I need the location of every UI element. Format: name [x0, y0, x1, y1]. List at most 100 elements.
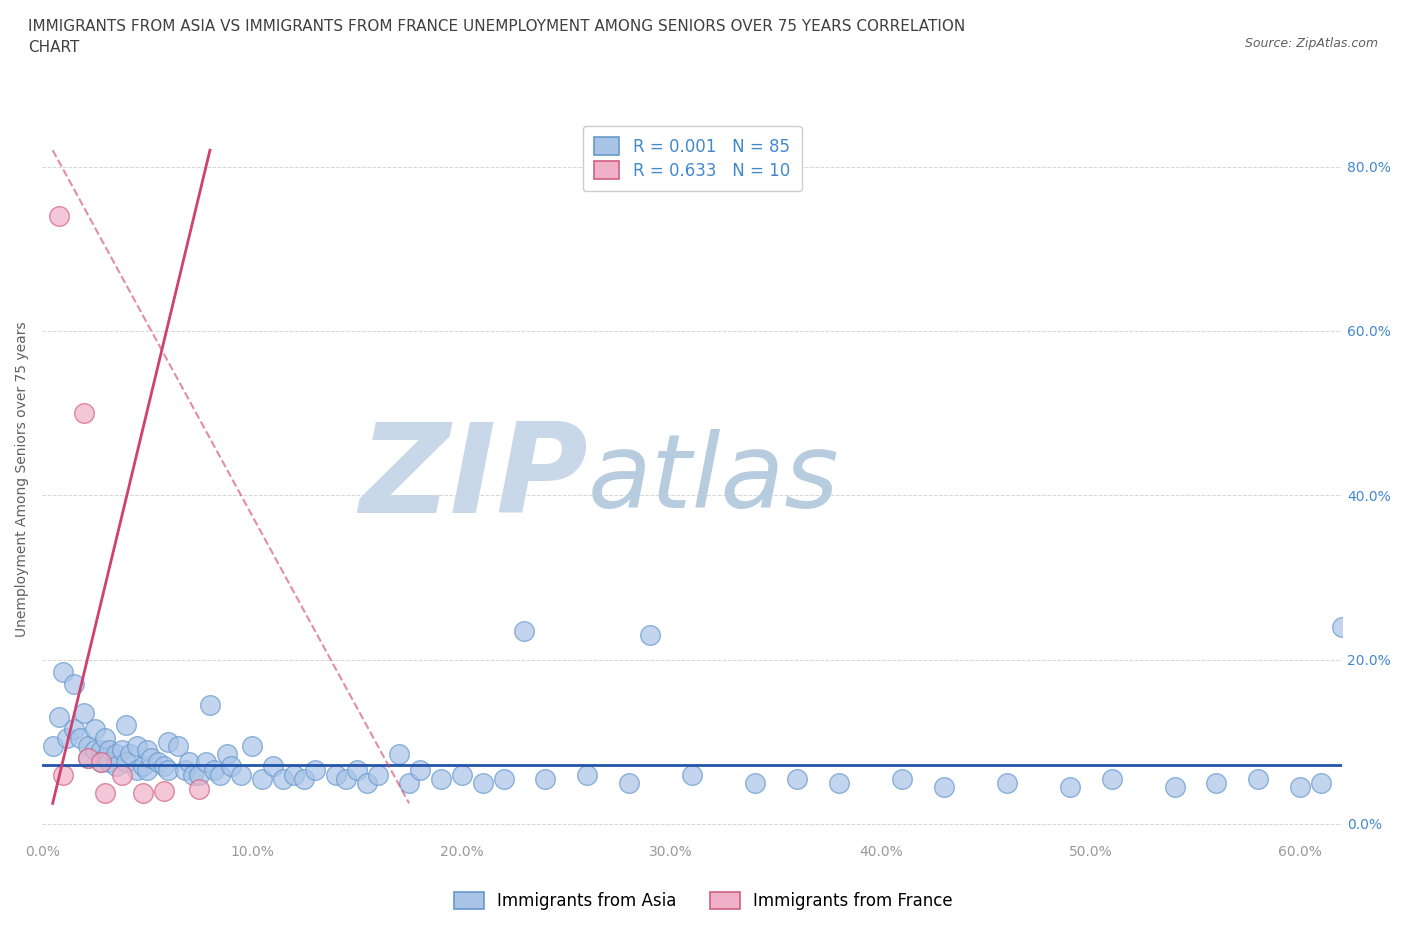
Point [104, 747, 127, 762]
Point [136, 763, 159, 777]
Point [132, 759, 155, 774]
Point [1205, 776, 1227, 790]
Point [73, 706, 96, 721]
Point [125, 763, 148, 777]
Point [188, 767, 211, 782]
Point [1310, 776, 1333, 790]
Text: ZIP: ZIP [360, 418, 588, 539]
Point [94, 785, 117, 800]
Point [450, 767, 472, 782]
Point [283, 767, 305, 782]
Point [52, 664, 75, 679]
Y-axis label: Unemployment Among Seniors over 75 years: Unemployment Among Seniors over 75 years [15, 321, 30, 637]
Point [94, 730, 117, 745]
Point [1101, 771, 1123, 786]
Point [304, 763, 326, 777]
Point [273, 771, 295, 786]
Point [325, 767, 347, 782]
Point [188, 782, 211, 797]
Point [146, 755, 169, 770]
Point [77, 738, 100, 753]
Point [367, 767, 389, 782]
Point [640, 628, 662, 643]
Point [62, 677, 84, 692]
Point [132, 785, 155, 800]
Point [1289, 779, 1312, 794]
Point [104, 759, 127, 774]
Point [90, 742, 112, 757]
Point [83, 742, 105, 757]
Point [513, 623, 536, 638]
Point [120, 747, 142, 762]
Point [215, 747, 238, 762]
Point [167, 738, 190, 753]
Point [786, 771, 808, 786]
Point [177, 755, 200, 770]
Point [231, 767, 253, 782]
Point [90, 755, 112, 770]
Point [56, 730, 79, 745]
Point [141, 751, 163, 765]
Point [1163, 779, 1185, 794]
Point [98, 742, 121, 757]
Point [173, 763, 195, 777]
Point [115, 718, 138, 733]
Point [262, 759, 284, 774]
Legend: Immigrants from Asia, Immigrants from France: Immigrants from Asia, Immigrants from Fr… [447, 885, 959, 917]
Point [48, 208, 70, 223]
Point [115, 755, 138, 770]
Text: IMMIGRANTS FROM ASIA VS IMMIGRANTS FROM FRANCE UNEMPLOYMENT AMONG SENIORS OVER 7: IMMIGRANTS FROM ASIA VS IMMIGRANTS FROM … [28, 19, 966, 55]
Point [52, 767, 75, 782]
Point [156, 763, 179, 777]
Point [111, 742, 134, 757]
Point [181, 767, 204, 782]
Point [1059, 779, 1081, 794]
Point [828, 776, 851, 790]
Point [198, 698, 221, 712]
Point [240, 738, 263, 753]
Point [292, 771, 315, 786]
Point [335, 771, 357, 786]
Point [995, 776, 1018, 790]
Point [534, 771, 557, 786]
Point [252, 771, 274, 786]
Point [1247, 771, 1270, 786]
Point [73, 405, 96, 420]
Point [492, 771, 515, 786]
Point [890, 771, 912, 786]
Point [94, 751, 117, 765]
Point [194, 755, 217, 770]
Point [471, 776, 494, 790]
Point [136, 742, 159, 757]
Point [90, 755, 112, 770]
Point [77, 751, 100, 765]
Point [156, 735, 179, 750]
Point [681, 767, 703, 782]
Point [619, 776, 641, 790]
Point [398, 776, 420, 790]
Point [356, 776, 378, 790]
Point [576, 767, 599, 782]
Point [62, 722, 84, 737]
Legend: R = 0.001   N = 85, R = 0.633   N = 10: R = 0.001 N = 85, R = 0.633 N = 10 [582, 126, 801, 192]
Point [69, 730, 91, 745]
Point [48, 710, 70, 724]
Point [41, 738, 63, 753]
Point [125, 738, 148, 753]
Point [408, 763, 430, 777]
Point [77, 751, 100, 765]
Text: atlas: atlas [588, 429, 839, 529]
Point [429, 771, 451, 786]
Point [1331, 619, 1354, 634]
Point [209, 767, 232, 782]
Point [153, 784, 176, 799]
Point [153, 759, 176, 774]
Point [111, 767, 134, 782]
Point [932, 779, 955, 794]
Point [346, 763, 368, 777]
Point [202, 763, 225, 777]
Point [219, 759, 242, 774]
Point [388, 747, 411, 762]
Text: Source: ZipAtlas.com: Source: ZipAtlas.com [1244, 37, 1378, 50]
Point [98, 755, 121, 770]
